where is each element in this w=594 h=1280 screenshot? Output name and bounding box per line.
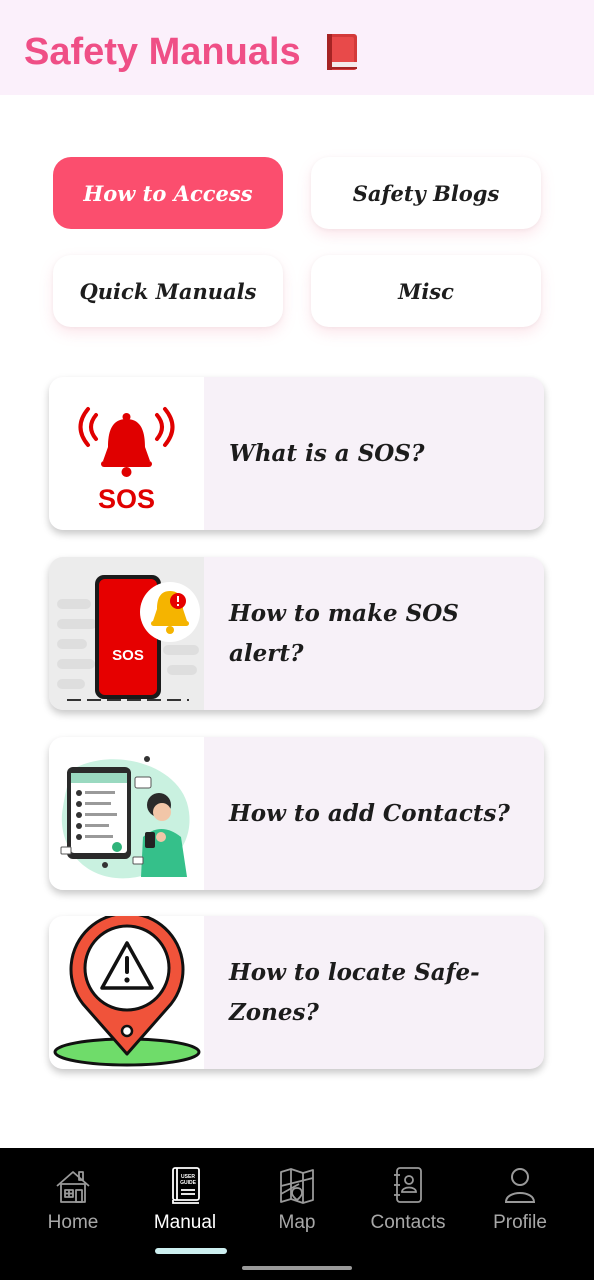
- phone-sos-bell-icon: SOS: [57, 575, 200, 701]
- phone-sos-text: SOS: [112, 647, 144, 664]
- card-title: How to add Contacts?: [229, 799, 510, 827]
- card-thumbnail: SOS: [49, 377, 204, 530]
- card-thumbnail: [49, 916, 204, 1069]
- warning-location-pin-icon: [53, 916, 201, 1067]
- card-thumbnail: [49, 737, 204, 890]
- tab-quick-manuals[interactable]: Quick Manuals: [53, 255, 283, 327]
- nav-label: Contacts: [370, 1212, 446, 1233]
- manual-card-what-is-sos[interactable]: SOS What is a SOS?: [49, 377, 544, 530]
- home-icon: [56, 1171, 90, 1203]
- nav-label: Profile: [493, 1212, 547, 1233]
- sos-thumb-text: SOS: [98, 484, 155, 514]
- nav-item-contacts[interactable]: Contacts: [353, 1148, 463, 1258]
- nav-item-map[interactable]: Map: [242, 1148, 352, 1258]
- tab-label: How to Access: [83, 180, 253, 206]
- user-guide-text-bottom: GUIDE: [180, 1180, 197, 1186]
- card-title: How to make SOS alert?: [229, 599, 459, 667]
- tab-misc[interactable]: Misc: [311, 255, 541, 327]
- nav-label: Manual: [153, 1212, 217, 1233]
- manual-card-locate-safe-zones[interactable]: How to locate Safe-Zones?: [49, 916, 544, 1069]
- card-title: How to locate Safe-Zones?: [229, 958, 480, 1026]
- bottom-navigation: Home USER GUIDE Manual Map: [0, 1148, 594, 1280]
- card-title: What is a SOS?: [229, 439, 425, 467]
- tab-how-to-access[interactable]: How to Access: [53, 157, 283, 229]
- tab-label: Misc: [398, 278, 454, 304]
- manual-card-add-contacts[interactable]: How to add Contacts?: [49, 737, 544, 890]
- contacts-illustration-icon: [60, 756, 190, 879]
- nav-item-profile[interactable]: Profile: [465, 1148, 575, 1258]
- nav-label: Home: [47, 1212, 99, 1233]
- system-gesture-bar[interactable]: [242, 1266, 352, 1270]
- active-tab-indicator: [155, 1248, 227, 1254]
- tab-label: Quick Manuals: [79, 278, 257, 304]
- tab-label: Safety Blogs: [352, 180, 500, 206]
- nav-item-home[interactable]: Home: [18, 1148, 128, 1258]
- page-title: Safety Manuals: [24, 31, 301, 73]
- map-icon: [280, 1168, 314, 1204]
- user-guide-text-top: USER: [181, 1174, 195, 1180]
- nav-item-manual[interactable]: USER GUIDE Manual: [130, 1148, 240, 1258]
- manual-card-make-sos-alert[interactable]: SOS How to make SOS alert?: [49, 557, 544, 710]
- sos-alarm-icon: SOS: [78, 407, 175, 514]
- app-header: Safety Manuals: [0, 0, 594, 95]
- nav-label: Map: [278, 1212, 316, 1233]
- red-book-icon: [327, 34, 357, 70]
- user-guide-icon: USER GUIDE: [172, 1167, 200, 1204]
- card-thumbnail: SOS: [49, 557, 204, 710]
- profile-icon: [504, 1168, 536, 1203]
- contacts-book-icon: [394, 1167, 422, 1203]
- tab-safety-blogs[interactable]: Safety Blogs: [311, 157, 541, 229]
